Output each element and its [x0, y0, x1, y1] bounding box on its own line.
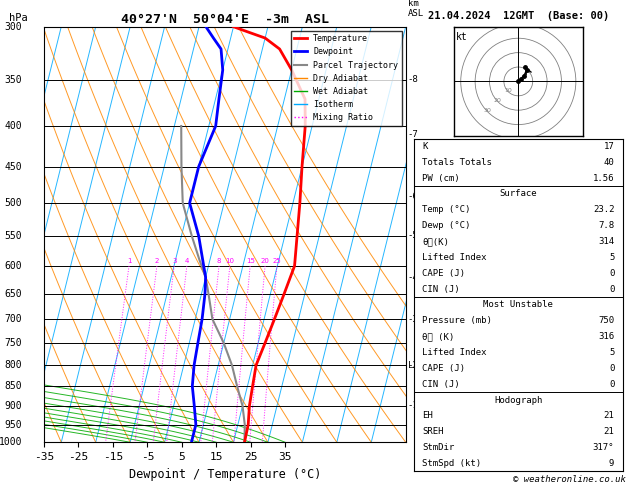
Text: Surface: Surface — [499, 190, 537, 198]
Text: EH: EH — [422, 412, 433, 420]
Text: -1: -1 — [408, 401, 418, 410]
Text: -6: -6 — [408, 191, 418, 201]
Text: -7: -7 — [408, 130, 418, 139]
Text: 1: 1 — [127, 258, 131, 264]
Text: 21: 21 — [604, 412, 615, 420]
Text: SREH: SREH — [422, 427, 443, 436]
Text: 5: 5 — [609, 253, 615, 262]
Text: 30: 30 — [483, 108, 491, 114]
Text: StmDir: StmDir — [422, 443, 455, 452]
Text: hPa: hPa — [9, 13, 28, 22]
Text: 23.2: 23.2 — [593, 206, 615, 214]
Text: 2: 2 — [155, 258, 159, 264]
Text: 600: 600 — [4, 261, 23, 271]
Text: 750: 750 — [598, 316, 615, 325]
Text: CIN (J): CIN (J) — [422, 285, 460, 294]
Text: θᴄ(K): θᴄ(K) — [422, 237, 449, 246]
Text: StmSpd (kt): StmSpd (kt) — [422, 459, 481, 468]
Text: 0: 0 — [609, 380, 615, 389]
Text: 750: 750 — [4, 338, 23, 348]
Text: Lifted Index: Lifted Index — [422, 348, 487, 357]
Text: 1000: 1000 — [0, 437, 23, 447]
Text: 15: 15 — [246, 258, 255, 264]
Legend: Temperature, Dewpoint, Parcel Trajectory, Dry Adiabat, Wet Adiabat, Isotherm, Mi: Temperature, Dewpoint, Parcel Trajectory… — [291, 31, 401, 125]
Text: Hodograph: Hodograph — [494, 396, 542, 404]
Text: 316: 316 — [598, 332, 615, 341]
Text: -2: -2 — [408, 361, 418, 370]
Text: Mixing Ratio (g/kg): Mixing Ratio (g/kg) — [428, 179, 438, 290]
Text: 10: 10 — [504, 88, 512, 93]
Text: 8: 8 — [217, 258, 221, 264]
Text: Temp (°C): Temp (°C) — [422, 206, 470, 214]
Text: PW (cm): PW (cm) — [422, 174, 460, 183]
Text: 10: 10 — [225, 258, 235, 264]
Text: 800: 800 — [4, 360, 23, 370]
Text: CAPE (J): CAPE (J) — [422, 364, 465, 373]
Text: Pressure (mb): Pressure (mb) — [422, 316, 492, 325]
Text: 4: 4 — [185, 258, 189, 264]
Text: Dewp (°C): Dewp (°C) — [422, 221, 470, 230]
Text: -4: -4 — [408, 273, 418, 282]
Text: 550: 550 — [4, 231, 23, 241]
Text: 20: 20 — [260, 258, 269, 264]
Text: 500: 500 — [4, 198, 23, 208]
Text: 7.8: 7.8 — [598, 221, 615, 230]
Text: 25: 25 — [272, 258, 281, 264]
Text: 20: 20 — [494, 98, 501, 103]
Text: 300: 300 — [4, 22, 23, 32]
Text: Lifted Index: Lifted Index — [422, 253, 487, 262]
Text: 1.56: 1.56 — [593, 174, 615, 183]
Text: -5: -5 — [408, 231, 418, 241]
Title: 40°27'N  50°04'E  -3m  ASL: 40°27'N 50°04'E -3m ASL — [121, 13, 329, 26]
Text: 0: 0 — [609, 269, 615, 278]
Text: 9: 9 — [609, 459, 615, 468]
Text: CIN (J): CIN (J) — [422, 380, 460, 389]
Text: K: K — [422, 142, 428, 151]
Text: 950: 950 — [4, 419, 23, 430]
Text: 317°: 317° — [593, 443, 615, 452]
X-axis label: Dewpoint / Temperature (°C): Dewpoint / Temperature (°C) — [129, 468, 321, 481]
Text: 5: 5 — [609, 348, 615, 357]
Text: 350: 350 — [4, 75, 23, 85]
Text: km
ASL: km ASL — [408, 0, 424, 18]
Text: Totals Totals: Totals Totals — [422, 158, 492, 167]
Text: 314: 314 — [598, 237, 615, 246]
Text: © weatheronline.co.uk: © weatheronline.co.uk — [513, 474, 626, 484]
Text: θᴄ (K): θᴄ (K) — [422, 332, 455, 341]
Text: 900: 900 — [4, 401, 23, 411]
Text: 40: 40 — [604, 158, 615, 167]
Text: 21.04.2024  12GMT  (Base: 00): 21.04.2024 12GMT (Base: 00) — [428, 11, 609, 20]
Text: 17: 17 — [604, 142, 615, 151]
Text: 700: 700 — [4, 314, 23, 324]
Text: 850: 850 — [4, 381, 23, 391]
Text: -8: -8 — [408, 75, 418, 85]
Text: 650: 650 — [4, 289, 23, 298]
Text: 21: 21 — [604, 427, 615, 436]
Text: -3: -3 — [408, 314, 418, 324]
Text: 0: 0 — [609, 285, 615, 294]
Text: 400: 400 — [4, 121, 23, 131]
Text: 450: 450 — [4, 162, 23, 172]
Text: Most Unstable: Most Unstable — [483, 300, 554, 310]
Text: 0: 0 — [609, 364, 615, 373]
Text: LCL: LCL — [408, 361, 424, 370]
Text: kt: kt — [456, 32, 468, 42]
Text: 3: 3 — [172, 258, 176, 264]
Text: CAPE (J): CAPE (J) — [422, 269, 465, 278]
